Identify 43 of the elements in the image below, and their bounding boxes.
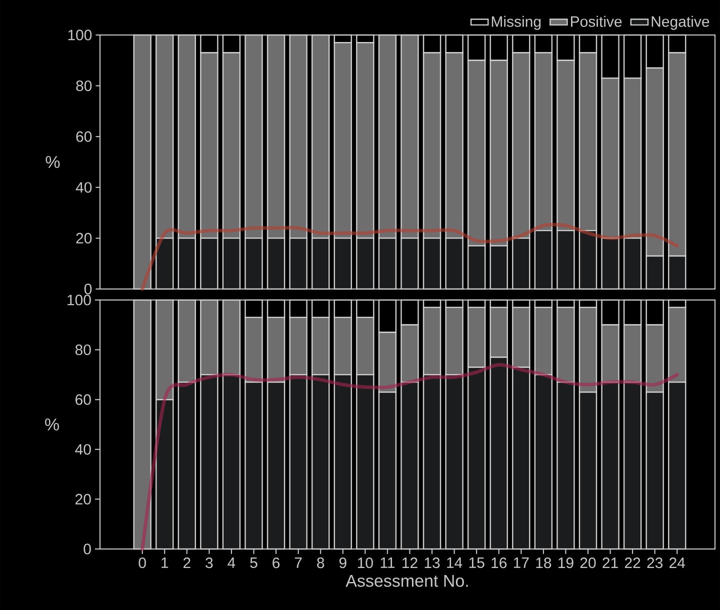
x-tick-label: 6 (272, 558, 280, 568)
y-axis-title: % (46, 156, 60, 168)
x-tick-label: 18 (536, 558, 552, 568)
y-tick-label: 100 (68, 30, 92, 40)
y-tick-label: 80 (75, 344, 91, 356)
y-tick-label: 0 (84, 284, 92, 294)
x-tick-label: 3 (206, 558, 213, 568)
x-tick-label: 9 (339, 558, 346, 568)
y-tick-label: 20 (76, 494, 91, 504)
x-tick-label: 10 (358, 558, 373, 568)
y-tick-label: 80 (76, 80, 92, 92)
x-tick-label: 7 (294, 558, 302, 568)
x-tick-label: 2 (183, 558, 190, 568)
y-tick-label: 20 (76, 232, 92, 244)
y-tick-label: 40 (76, 182, 92, 193)
x-tick-label: 17 (514, 558, 529, 568)
x-tick-label: 19 (558, 558, 574, 568)
legend-label: Positive (571, 16, 622, 27)
x-tick-label: 21 (602, 558, 618, 568)
y-axis-title: % (45, 418, 59, 430)
legend-label: Negative (652, 16, 710, 30)
x-tick-label: 14 (447, 558, 462, 568)
x-tick-label: 24 (670, 558, 686, 568)
x-tick-label: 11 (380, 558, 394, 568)
y-tick-label: 60 (76, 394, 91, 405)
x-tick-label: 15 (469, 558, 484, 568)
legend-label: Missing (492, 16, 541, 30)
x-tick-label: 22 (624, 558, 640, 568)
x-tick-label: 20 (580, 558, 596, 568)
x-tick-label: 13 (424, 558, 440, 568)
x-tick-label: 16 (492, 558, 507, 568)
x-tick-label: 12 (402, 558, 418, 568)
y-tick-label: 60 (76, 131, 92, 142)
x-tick-label: 4 (228, 558, 236, 568)
x-axis-title: Assessment No. (346, 575, 468, 587)
y-tick-label: 40 (75, 444, 91, 455)
y-tick-label: 100 (68, 294, 91, 306)
x-tick-label: 0 (138, 558, 146, 568)
y-tick-label: 0 (84, 544, 91, 554)
x-tick-label: 5 (250, 558, 258, 568)
x-tick-label: 23 (647, 558, 663, 568)
x-tick-label: 8 (317, 558, 324, 568)
x-tick-label: 1 (162, 558, 168, 568)
